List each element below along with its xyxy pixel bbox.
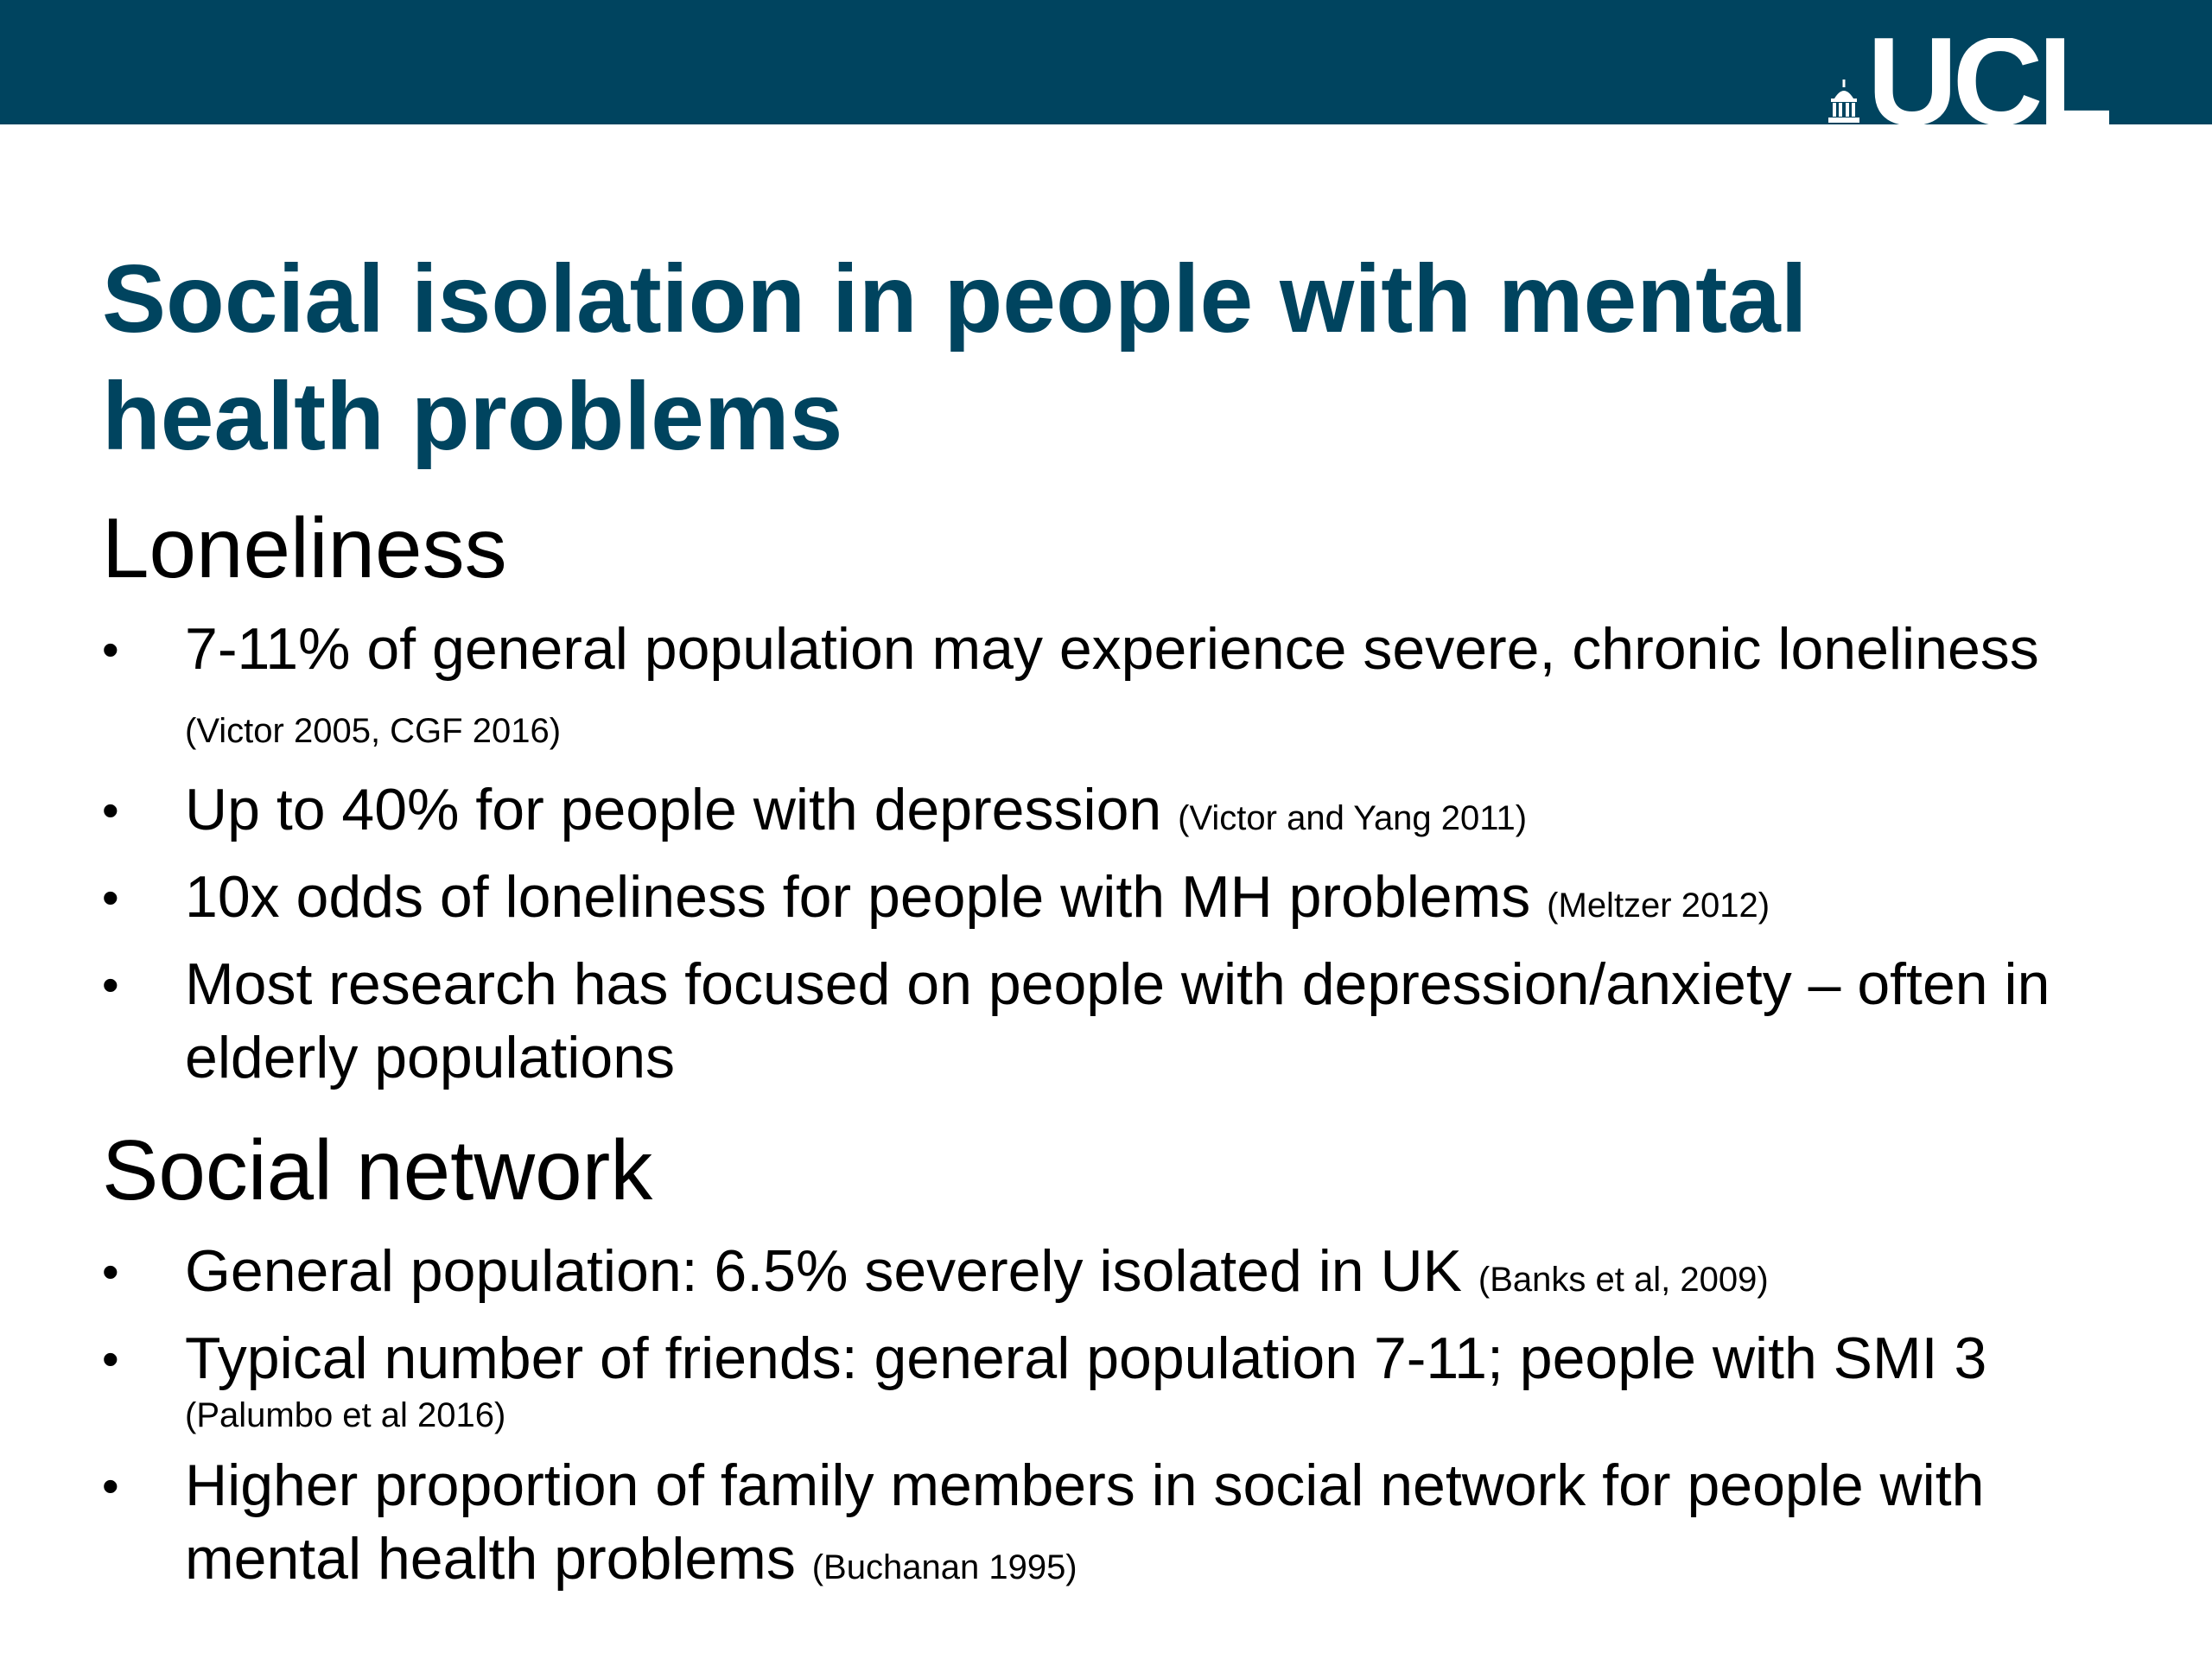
section-loneliness: Loneliness 7-11% of general population m… (102, 497, 2115, 1095)
bullet-list: 7-11% of general population may experien… (102, 613, 2115, 1095)
bullet-citation: (Palumbo et al 2016) (185, 1396, 506, 1434)
bullet-citation: (Victor and Yang 2011) (1178, 799, 1528, 837)
section-social-network: Social network General population: 6.5% … (102, 1119, 2115, 1596)
bullet-text: 7-11% of general population may experien… (185, 616, 2039, 682)
portico-icon (1828, 79, 1859, 123)
bullet-citation: (Buchanan 1995) (811, 1548, 1077, 1586)
section-heading: Loneliness (102, 500, 507, 595)
bullet-text: Typical number of friends: general popul… (185, 1325, 1987, 1391)
bullet-item: Most research has focused on people with… (102, 948, 2115, 1095)
section-heading: Social network (102, 1122, 653, 1217)
bullet-text: Higher proportion of family members in s… (185, 1452, 1985, 1592)
bullet-item: General population: 6.5% severely isolat… (102, 1235, 2115, 1308)
bullet-text: Most research has focused on people with… (185, 951, 2050, 1090)
bullet-citation: (Meltzer 2012) (1547, 887, 1770, 925)
ucl-logo: UCL (1827, 38, 2109, 124)
bullet-item: Up to 40% for people with depression (Vi… (102, 773, 2115, 847)
bullet-item: 7-11% of general population may experien… (102, 613, 2115, 760)
bullet-text: 10x odds of loneliness for people with M… (185, 864, 1531, 930)
slide-title: Social isolation in people with mental h… (102, 245, 1808, 470)
logo-text: UCL (1867, 38, 2110, 124)
bullet-item: 10x odds of loneliness for people with M… (102, 861, 2115, 934)
slide-content: Loneliness 7-11% of general population m… (102, 497, 2115, 1596)
bullet-item: Typical number of friends: general popul… (102, 1322, 2115, 1435)
bullet-text: Up to 40% for people with depression (185, 777, 1162, 842)
bullet-list: General population: 6.5% severely isolat… (102, 1235, 2115, 1596)
bullet-text: General population: 6.5% severely isolat… (185, 1238, 1462, 1304)
bullet-item: Higher proportion of family members in s… (102, 1449, 2115, 1596)
bullet-citation: (Banks et al, 2009) (1478, 1261, 1769, 1299)
bullet-citation: (Victor 2005, CGF 2016) (185, 712, 562, 750)
header-bar: UCL (0, 0, 2212, 124)
